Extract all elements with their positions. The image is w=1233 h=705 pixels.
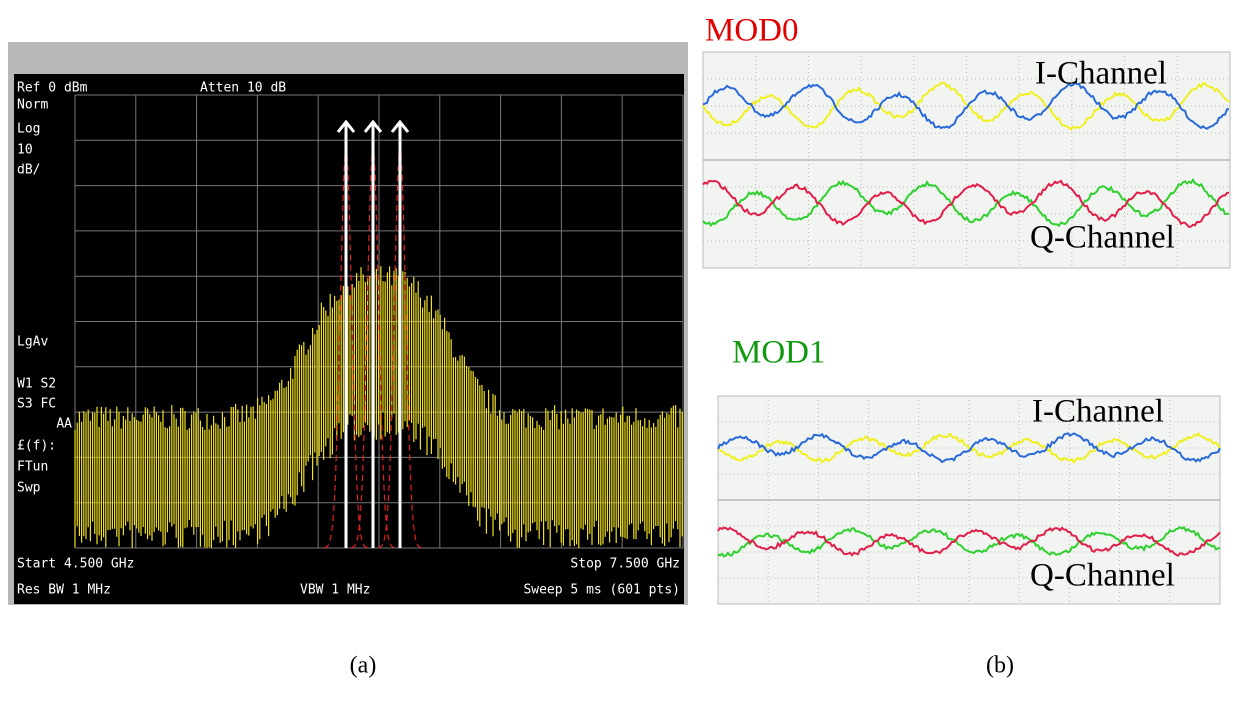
caption: (b): [986, 653, 1014, 679]
q-trace: [717, 526, 1221, 557]
side-label: Swp: [17, 481, 41, 496]
spectrum-plot: [74, 94, 684, 549]
q-trace: [717, 525, 1220, 558]
i-trace: [717, 431, 1221, 464]
side-label: Norm: [17, 98, 48, 113]
start-freq: Start 4.500 GHz: [17, 557, 134, 572]
vbw: VBW 1 MHz: [300, 583, 370, 598]
side-label: AA: [56, 417, 72, 432]
side-label: FTun: [17, 460, 48, 475]
side-label: £(f):: [17, 439, 56, 454]
caption: (a): [350, 653, 377, 679]
scope-panel: [702, 51, 1231, 269]
q-channel-label: Q-Channel: [1030, 220, 1175, 256]
side-label: Log: [17, 122, 40, 137]
arrow-head: [336, 119, 356, 133]
arrow-head: [390, 119, 410, 133]
i-channel-label: I-Channel: [1035, 56, 1167, 92]
q-trace: [702, 179, 1230, 228]
scope-title: MOD0: [705, 13, 799, 49]
i-trace: [702, 81, 1229, 130]
q-trace: [702, 177, 1230, 228]
side-label: LgAv: [17, 335, 48, 350]
i-trace: [702, 81, 1230, 131]
attenuation: Atten 10 dB: [200, 81, 286, 96]
scope-panel: [717, 395, 1221, 605]
i-channel-label: I-Channel: [1032, 394, 1164, 430]
sweep: Sweep 5 ms (601 pts): [523, 583, 680, 598]
ref-level: Ref 0 dBm: [17, 81, 88, 96]
side-label: S3 FC: [17, 397, 56, 412]
arrow-head: [363, 119, 383, 133]
side-label: 10: [17, 143, 33, 158]
res-bw: Res BW 1 MHz: [17, 583, 111, 598]
stop-freq: Stop 7.500 GHz: [570, 557, 680, 572]
side-label: W1 S2: [17, 377, 56, 392]
i-trace: [717, 432, 1221, 464]
scope-title: MOD1: [732, 335, 826, 371]
q-channel-label: Q-Channel: [1030, 558, 1175, 594]
side-label: dB/: [17, 163, 40, 178]
